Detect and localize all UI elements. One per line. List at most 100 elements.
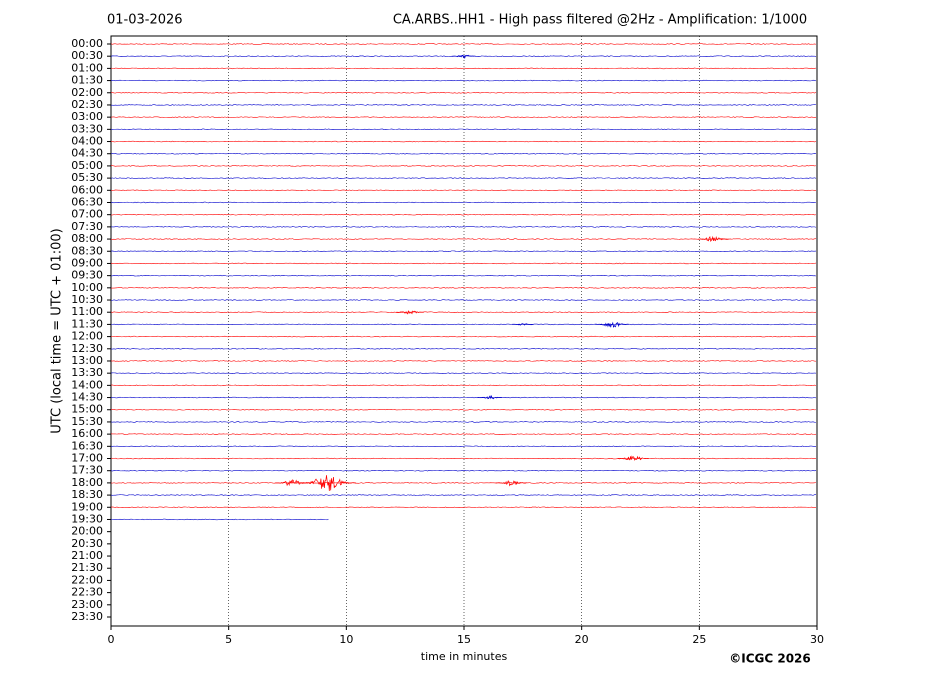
y-tick-label: 15:00 (71, 403, 103, 416)
y-tick-label: 06:00 (71, 183, 103, 196)
x-tick-label: 10 (339, 633, 353, 646)
y-tick-label: 13:00 (71, 354, 103, 367)
trace (110, 506, 817, 509)
y-tick-label: 14:00 (71, 378, 103, 391)
y-tick-label: 11:00 (71, 305, 103, 318)
y-tick-label: 07:00 (71, 208, 103, 221)
trace (110, 396, 817, 399)
y-tick-label: 21:30 (71, 561, 103, 574)
y-tick-label: 14:30 (71, 391, 103, 404)
seismic-event (495, 480, 527, 487)
y-tick-label: 05:30 (71, 171, 103, 184)
trace (110, 335, 817, 338)
seismic-event (511, 323, 534, 326)
seismic-event (395, 310, 424, 315)
trace (110, 469, 817, 472)
trace (110, 67, 817, 70)
y-tick-label: 10:30 (71, 293, 103, 306)
trace (110, 104, 817, 106)
trace (110, 323, 817, 326)
y-tick-label: 05:00 (71, 159, 103, 172)
seismic-event (477, 394, 502, 400)
x-tick-label: 15 (457, 633, 471, 646)
seismic-event (298, 475, 356, 492)
chart-title: CA.ARBS..HH1 - High pass filtered @2Hz -… (393, 13, 807, 28)
y-tick-label: 16:00 (71, 427, 103, 440)
y-tick-label: 19:00 (71, 500, 103, 513)
y-tick-label: 01:30 (71, 74, 103, 87)
trace (110, 128, 817, 131)
trace (110, 494, 817, 496)
credit: ©ICGC 2026 (729, 652, 811, 666)
y-tick-label: 04:30 (71, 147, 103, 160)
y-tick-label: 20:00 (71, 525, 103, 538)
y-tick-label: 06:30 (71, 195, 103, 208)
y-tick-label: 12:30 (71, 342, 103, 355)
y-tick-label: 10:00 (71, 281, 103, 294)
y-axis-label: UTC (local time = UTC + 01:00) (50, 228, 65, 433)
trace (110, 79, 817, 82)
y-tick-label: 21:00 (71, 549, 103, 562)
y-tick-label: 13:30 (71, 366, 103, 379)
trace (110, 348, 817, 350)
trace (110, 262, 817, 265)
trace (110, 250, 817, 252)
trace (110, 153, 817, 155)
trace (110, 92, 817, 94)
trace (110, 213, 817, 216)
y-tick-label: 00:30 (71, 49, 103, 62)
trace (110, 409, 817, 411)
trace (110, 311, 817, 313)
y-tick-label: 18:00 (71, 476, 103, 489)
y-tick-label: 01:00 (71, 61, 103, 74)
y-tick-label: 08:30 (71, 244, 103, 257)
y-tick-label: 03:00 (71, 110, 103, 123)
y-tick-label: 07:30 (71, 220, 103, 233)
y-tick-label: 17:00 (71, 452, 103, 465)
trace (110, 299, 817, 301)
y-tick-label: 03:30 (71, 122, 103, 135)
y-tick-label: 11:30 (71, 317, 103, 330)
x-tick-label: 0 (108, 633, 115, 646)
seismic-event (617, 455, 649, 461)
trace (110, 518, 329, 521)
y-tick-label: 20:30 (71, 537, 103, 550)
x-tick-label: 20 (575, 633, 589, 646)
y-tick-label: 22:30 (71, 586, 103, 599)
y-tick-label: 09:30 (71, 269, 103, 282)
y-tick-label: 16:30 (71, 439, 103, 452)
trace (110, 274, 817, 277)
y-tick-label: 12:00 (71, 330, 103, 343)
y-tick-label: 23:30 (71, 610, 103, 623)
y-tick-label: 18:30 (71, 488, 103, 501)
trace (110, 457, 817, 460)
trace (110, 140, 817, 143)
chart-date: 01-03-2026 (107, 13, 183, 28)
y-tick-label: 22:00 (71, 573, 103, 586)
trace (110, 445, 817, 448)
y-tick-label: 04:00 (71, 135, 103, 148)
y-tick-label: 00:00 (71, 37, 103, 50)
trace (110, 43, 817, 45)
seismic-event (451, 54, 477, 60)
trace (110, 384, 817, 387)
x-tick-label: 25 (692, 633, 706, 646)
x-tick-label: 5 (225, 633, 232, 646)
seismic-event (595, 321, 629, 328)
y-tick-label: 08:00 (71, 232, 103, 245)
x-axis-label: time in minutes (421, 650, 508, 663)
trace (110, 116, 817, 118)
y-tick-label: 23:00 (71, 598, 103, 611)
trace (110, 177, 817, 179)
y-tick-label: 02:00 (71, 86, 103, 99)
trace (110, 433, 817, 435)
trace (110, 421, 817, 423)
trace (110, 55, 817, 57)
y-tick-label: 15:30 (71, 415, 103, 428)
trace (110, 372, 817, 374)
seismic-event (275, 479, 309, 487)
trace (110, 189, 817, 192)
seismic-event (698, 235, 729, 242)
trace (110, 201, 817, 204)
